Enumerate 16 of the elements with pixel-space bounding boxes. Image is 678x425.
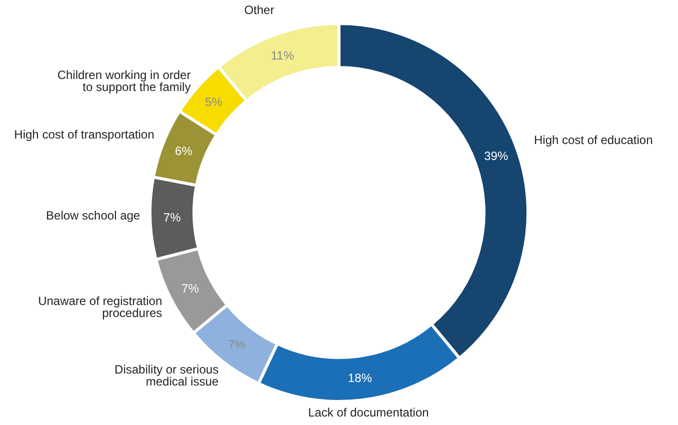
data-label: 7% <box>228 337 246 352</box>
data-label: 5% <box>205 95 223 110</box>
data-label: 39% <box>484 148 508 163</box>
data-label: 6% <box>175 144 193 158</box>
slice-label: Disability or serious medical issue <box>114 362 219 388</box>
data-label: 7% <box>163 210 182 225</box>
data-label: 18% <box>348 371 372 386</box>
data-label: 11% <box>270 48 294 62</box>
slice-label: Below school age <box>46 208 140 222</box>
data-label: 7% <box>182 281 200 296</box>
slice-label: Other <box>244 3 274 17</box>
slice-label: Lack of documentation <box>308 405 429 420</box>
slice-label: High cost of education <box>534 133 653 148</box>
slice-label: High cost of transportation <box>14 127 154 142</box>
slice-label: Children working in order to support the family <box>57 68 191 94</box>
slice-label: Unaware of registration procedures <box>38 294 162 320</box>
